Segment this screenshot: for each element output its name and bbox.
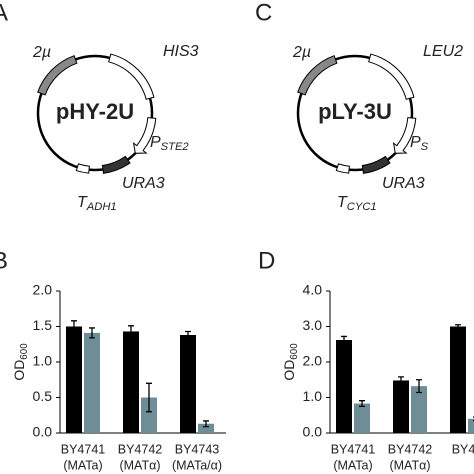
y-tick-label: 1.0 bbox=[303, 388, 323, 404]
plasmid-backbone bbox=[296, 54, 414, 172]
bar bbox=[180, 335, 196, 433]
bar bbox=[411, 386, 427, 433]
x-tick-sublabel: (MATa) bbox=[333, 458, 372, 472]
marker-segment bbox=[368, 53, 415, 100]
marker-segment bbox=[108, 53, 155, 100]
x-tick-label: BY47 bbox=[452, 442, 474, 456]
bar bbox=[468, 418, 474, 433]
promoter-label: PSTE2 bbox=[150, 134, 189, 153]
bar bbox=[84, 332, 100, 433]
promoter-label-main: P bbox=[410, 134, 421, 151]
terminator-segment bbox=[75, 163, 90, 174]
error-bar bbox=[416, 379, 422, 394]
terminator-label: TCYC1 bbox=[337, 194, 377, 213]
error-bar bbox=[203, 420, 209, 428]
bar bbox=[198, 423, 214, 433]
gene-segment bbox=[361, 155, 391, 174]
bar bbox=[123, 331, 139, 433]
x-tick-label: BY4741 bbox=[61, 442, 106, 456]
y-axis-label-main: OD bbox=[11, 360, 27, 381]
x-tick-sublabel: (MATα) bbox=[119, 458, 160, 472]
x-tick-label: BY4742 bbox=[118, 442, 163, 456]
gene-label: URA3 bbox=[122, 175, 165, 192]
promoter-label-sub: STE2 bbox=[161, 141, 190, 153]
plasmid-backbone bbox=[36, 54, 154, 172]
error-bar bbox=[455, 324, 461, 329]
origin-label: 2µ bbox=[32, 44, 51, 61]
bar bbox=[66, 326, 82, 433]
y-tick-label: 1.0 bbox=[33, 353, 53, 369]
error-bar bbox=[359, 400, 365, 408]
bar bbox=[450, 326, 466, 433]
x-tick-label: BY4741 bbox=[331, 442, 376, 456]
x-tick-sublabel: (MATa/α) bbox=[172, 458, 222, 472]
promoter-label: PS bbox=[410, 134, 429, 153]
y-tick-label: 0.5 bbox=[33, 388, 53, 404]
bar bbox=[336, 339, 352, 433]
promoter-segment bbox=[132, 117, 157, 154]
bar bbox=[354, 403, 370, 433]
plasmid-name: pLY-3U bbox=[318, 99, 392, 124]
promoter-label-sub: S bbox=[421, 141, 429, 153]
terminator-label-sub: ADH1 bbox=[86, 201, 117, 213]
y-tick-label: 4.0 bbox=[303, 282, 323, 298]
y-tick-label: 2.0 bbox=[303, 353, 323, 369]
error-bar bbox=[398, 376, 404, 385]
terminator-label-main: T bbox=[77, 194, 88, 211]
error-bar bbox=[89, 327, 95, 339]
bar bbox=[393, 380, 409, 433]
gene-segment bbox=[101, 155, 131, 174]
x-tick-sublabel: (MATa) bbox=[63, 458, 102, 472]
panel-label: B bbox=[0, 247, 8, 274]
x-tick-label: BY4743 bbox=[175, 442, 220, 456]
origin-segment bbox=[297, 55, 338, 96]
error-bar bbox=[71, 320, 77, 333]
y-tick-label: 2.0 bbox=[33, 282, 53, 298]
marker-label: LEU2 bbox=[423, 43, 463, 60]
gene-label: URA3 bbox=[382, 175, 425, 192]
panel-label: C bbox=[255, 0, 272, 26]
y-tick-label: 3.0 bbox=[303, 317, 323, 333]
marker-label: HIS3 bbox=[163, 43, 199, 60]
terminator-label-sub: CYC1 bbox=[347, 201, 377, 213]
y-tick-label: 1.5 bbox=[33, 317, 53, 333]
panel-label: D bbox=[258, 247, 275, 274]
promoter-label-main: P bbox=[150, 134, 161, 151]
x-tick-label: BY4742 bbox=[388, 442, 433, 456]
origin-segment bbox=[37, 55, 78, 96]
y-tick-label: 0.0 bbox=[303, 424, 323, 440]
terminator-label: TADH1 bbox=[77, 194, 117, 213]
bar bbox=[141, 397, 157, 433]
origin-label: 2µ bbox=[292, 44, 311, 61]
y-axis-label: OD600 bbox=[11, 343, 30, 381]
terminator-segment bbox=[335, 163, 350, 174]
y-axis-label-sub: 600 bbox=[289, 343, 300, 360]
terminator-label-main: T bbox=[337, 194, 348, 211]
error-bar bbox=[146, 382, 152, 413]
x-tick-sublabel: (MATα) bbox=[389, 458, 430, 472]
error-bar bbox=[185, 330, 191, 340]
y-axis-label: OD600 bbox=[281, 343, 300, 381]
y-axis-label-main: OD bbox=[281, 360, 297, 381]
y-axis-label-sub: 600 bbox=[19, 343, 30, 360]
panel-label: A bbox=[0, 0, 8, 26]
error-bar bbox=[128, 325, 134, 338]
y-tick-label: 0.0 bbox=[33, 424, 53, 440]
error-bar bbox=[341, 335, 347, 345]
plasmid-name: pHY-2U bbox=[56, 99, 134, 124]
promoter-segment bbox=[392, 117, 417, 154]
